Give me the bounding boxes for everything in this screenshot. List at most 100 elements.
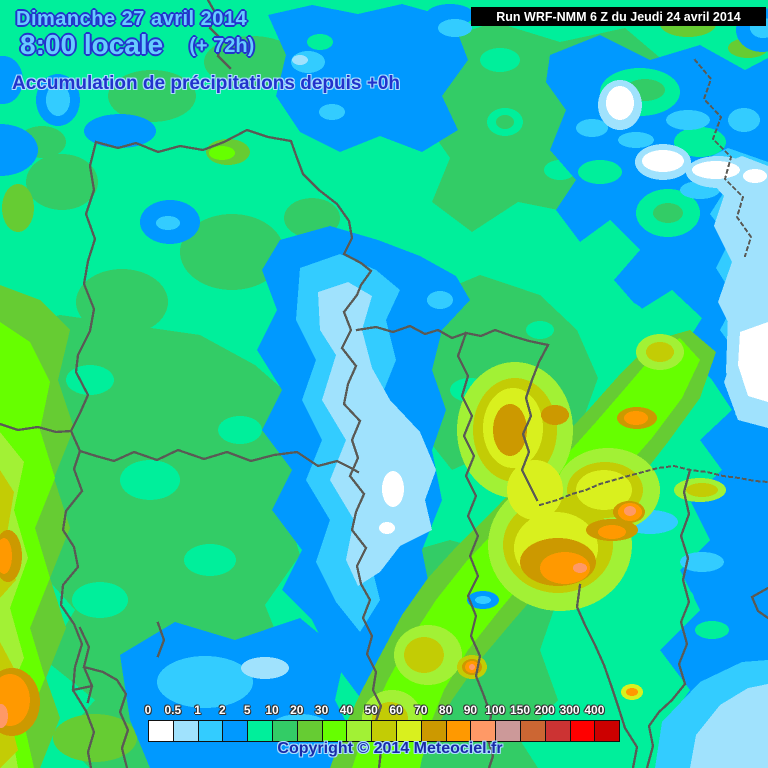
contours-blue-low-precip xyxy=(156,216,180,230)
department-borders xyxy=(94,128,373,297)
legend-swatch xyxy=(495,720,521,742)
contours-blue-low-precip xyxy=(427,291,453,309)
legend-label: 70 xyxy=(414,703,428,717)
legend-swatch xyxy=(172,720,199,742)
legend-swatch xyxy=(321,720,348,742)
legend-swatch xyxy=(569,720,596,742)
contours-medium-green xyxy=(184,544,236,576)
department-borders xyxy=(538,464,768,507)
contours-vosges-maximum xyxy=(493,404,527,456)
contours-medium-green xyxy=(480,48,520,72)
department-borders xyxy=(0,422,73,434)
contours-medium-green xyxy=(66,365,114,395)
contours-blue-low-precip xyxy=(546,35,768,768)
legend-swatch xyxy=(445,720,472,742)
department-borders xyxy=(456,331,495,768)
legend-swatch xyxy=(519,720,546,742)
contours-blue-low-precip xyxy=(319,104,345,120)
contours-blue-low-precip xyxy=(674,127,726,157)
legend-swatch xyxy=(371,720,397,742)
contours-medium-green xyxy=(120,460,180,500)
contours-vosges-maximum xyxy=(624,506,636,516)
contours-blue-low-precip xyxy=(653,203,683,223)
legend-swatch xyxy=(296,720,323,742)
legend-swatch xyxy=(470,720,497,742)
department-borders xyxy=(59,140,98,768)
department-borders xyxy=(693,58,753,258)
legend-label: 90 xyxy=(463,703,478,717)
legend-swatch xyxy=(420,720,447,742)
legend-label: 150 xyxy=(509,703,531,717)
legend-swatch xyxy=(544,720,571,742)
contours-blue-low-precip xyxy=(690,684,768,768)
department-borders xyxy=(206,0,232,70)
contours-vosges-maximum xyxy=(469,664,475,670)
legend-label: 200 xyxy=(534,703,555,717)
local-time-label: 8:00 locale xyxy=(20,29,164,60)
legend-swatch xyxy=(271,720,298,742)
contours-left-edge-maximum xyxy=(0,285,74,768)
time-label: 8:00 locale (+ 72h) xyxy=(20,29,254,61)
contours-blue-low-precip xyxy=(382,471,404,507)
legend-swatch xyxy=(197,720,224,742)
contours-blue-low-precip xyxy=(606,86,634,120)
contours-blue-low-precip xyxy=(585,290,615,310)
contours-blue-low-precip xyxy=(157,656,253,708)
contours-medium-green xyxy=(204,36,300,88)
legend-label: 2 xyxy=(219,703,226,717)
contours-blue-low-precip xyxy=(642,150,684,172)
contours-blue-low-precip xyxy=(307,34,333,50)
contours-vosges-maximum xyxy=(686,483,718,497)
contours-blue-low-precip xyxy=(379,522,395,534)
contours-left-edge-maximum xyxy=(0,704,8,728)
date-label: Dimanche 27 avril 2014 xyxy=(16,8,248,30)
contours-vosges-maximum xyxy=(404,637,444,673)
legend-label: 5 xyxy=(243,703,251,717)
legend-label: 30 xyxy=(314,703,329,717)
contours-vosges-maximum xyxy=(330,330,726,768)
legend-label: 0 xyxy=(144,703,152,717)
contours-medium-green xyxy=(26,154,98,210)
forecast-offset-label: (+ 72h) xyxy=(189,35,255,57)
contours-vosges-maximum xyxy=(540,552,590,584)
legend-label: 20 xyxy=(290,703,304,717)
contours-blue-low-precip xyxy=(743,169,767,183)
legend-label: 100 xyxy=(485,703,506,717)
contours-blue-low-precip xyxy=(576,119,608,137)
contours-blue-low-precip xyxy=(292,55,308,65)
department-borders xyxy=(750,586,768,620)
legend-swatch xyxy=(346,720,373,742)
contours-blue-low-precip xyxy=(241,657,289,679)
department-borders xyxy=(355,324,550,347)
contours-blue-low-precip xyxy=(578,160,622,184)
contours-blue-low-precip xyxy=(318,282,436,586)
legend-swatch xyxy=(395,720,422,742)
department-borders xyxy=(575,583,639,768)
legend-swatch xyxy=(594,720,621,742)
contours-blue-low-precip xyxy=(438,19,472,37)
contours-vosges-maximum xyxy=(626,688,638,696)
legend-labels: 0 0.5 1 2 5 10 20 30 40 50 60 70 80 90 100 150 200 300 400 xyxy=(144,703,619,717)
department-borders xyxy=(156,621,166,658)
contours-blue-low-precip xyxy=(738,322,768,402)
contours-medium-green xyxy=(209,146,235,160)
legend-label: 40 xyxy=(339,703,354,717)
contours-vosges-maximum xyxy=(624,411,648,425)
legend-label: 60 xyxy=(389,703,403,717)
contours-vosges-maximum xyxy=(507,460,563,520)
contours-left-edge-maximum xyxy=(0,538,12,574)
legend-swatch xyxy=(148,720,174,742)
contours-blue-low-precip xyxy=(0,56,23,104)
contours-blue-low-precip xyxy=(0,124,38,176)
contours-blue-low-precip xyxy=(0,4,768,768)
contours-blue-low-precip xyxy=(650,585,694,611)
contours-medium-green xyxy=(76,269,168,335)
department-borders xyxy=(78,448,360,474)
contours-blue-low-precip xyxy=(666,110,710,130)
contours-medium-green xyxy=(2,184,34,232)
contours-blue-low-precip xyxy=(728,108,760,132)
department-borders xyxy=(82,665,130,768)
contours-small-blue-lens xyxy=(467,591,499,609)
